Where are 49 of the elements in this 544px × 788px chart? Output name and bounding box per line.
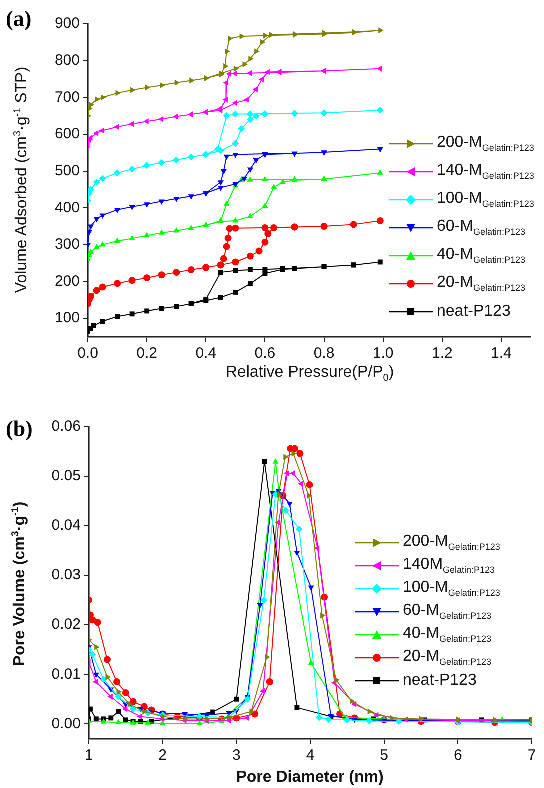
legend-label: 40-M$_{Gelatin:P123}$ [437,246,526,266]
y-tick-label: 0.05 [52,468,81,485]
legend-label: neat-P123 [437,303,511,321]
chart-title: (b) [6,416,33,442]
x-tick-label: 1.0 [372,345,394,362]
x-tick-label: 1 [84,747,94,764]
x-axis-title: Pore Diameter (nm) [236,769,384,787]
y-tick-label: 0.06 [52,418,81,436]
chart-title: (a) [6,6,32,32]
y-tick-label: 0.02 [52,616,81,634]
x-tick-label: 1.4 [491,345,512,362]
legend-label: 40-M$_{Gelatin:P123}$ [403,624,492,644]
legend-label: 140M$_{Gelatin:P123}$ [403,556,496,576]
y-tick-label: 0.01 [52,666,81,683]
y-tick-label: 400 [54,199,80,216]
y-tick-label: 700 [54,88,80,106]
y-tick-label: 100 [54,310,80,327]
legend-label: 200-M$_{Gelatin:P123}$ [403,532,500,552]
x-axis-title: Relative Pressure(P/P$_{0}$) [226,364,394,384]
legend-label: 100-M$_{Gelatin:P123}$ [403,578,500,598]
legend-label: 200-M$_{Gelatin:P123}$ [437,134,534,154]
x-tick-label: 4 [306,747,315,764]
x-tick-label: 6 [454,747,462,764]
x-tick-label: 1.2 [432,345,453,362]
legend-label: 140-M$_{Gelatin:P123}$ [437,162,534,182]
y-tick-label: 500 [54,162,80,180]
legend-label: 20-M$_{Gelatin:P123}$ [437,274,526,294]
x-tick-label: 0.4 [196,345,217,362]
legend-label: 20-M$_{Gelatin:P123}$ [403,648,492,668]
y-tick-label: 600 [54,126,80,143]
x-tick-label: 0.6 [254,345,276,362]
y-tick-label: 800 [54,52,80,69]
x-tick-label: 7 [528,747,536,764]
legend-label: neat-P123 [403,672,477,690]
y-tick-label: 0.03 [52,566,81,584]
y-tick-label: 0.04 [52,517,81,534]
legend-label: 60-M$_{Gelatin:P123}$ [437,218,526,238]
y-tick-label: 0.00 [52,715,81,732]
legend-label: 60-M$_{Gelatin:P123}$ [403,602,492,622]
x-tick-label: 3 [232,747,241,764]
y-tick-label: 200 [54,272,80,290]
legend-label: 100-M$_{Gelatin:P123}$ [437,190,534,210]
y-tick-label: 900 [54,15,80,32]
x-tick-label: 0.2 [136,345,158,362]
x-tick-label: 5 [380,747,389,764]
x-tick-label: 0.8 [314,345,335,362]
y-tick-label: 300 [54,236,80,254]
x-tick-label: 0.0 [78,345,98,362]
x-tick-label: 2 [158,747,168,764]
